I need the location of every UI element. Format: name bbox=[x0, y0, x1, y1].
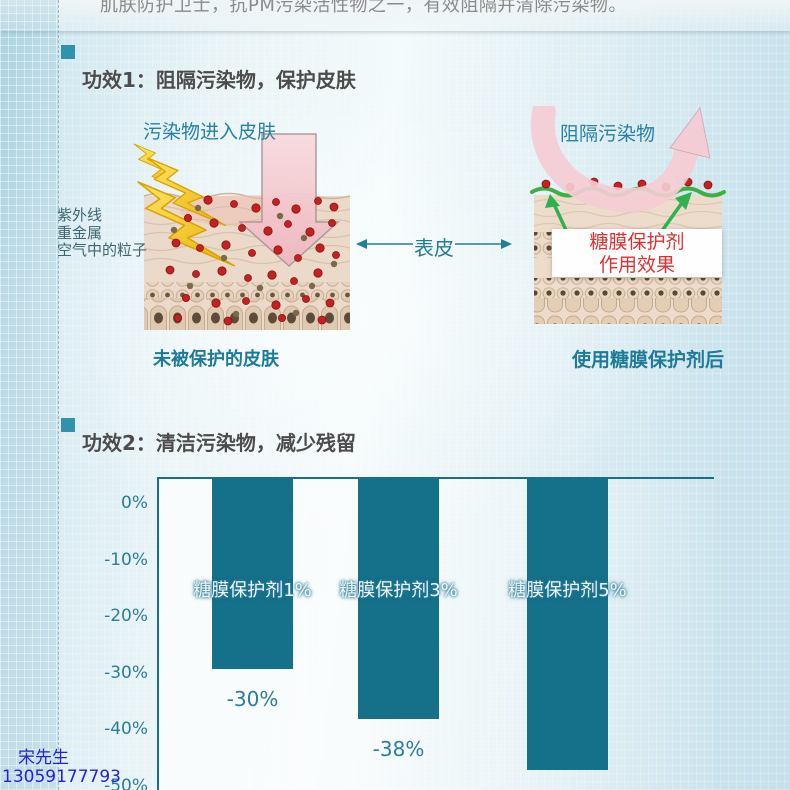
bar-value-label: -46% bbox=[508, 788, 628, 790]
effect-box-line1: 糖膜保护剂 bbox=[589, 231, 685, 253]
left-diagram-caption: 未被保护的皮肤 bbox=[153, 349, 279, 370]
right-diagram-title: 阻隔污染物 bbox=[560, 123, 656, 145]
chart-bar bbox=[358, 478, 439, 719]
section1-heading: 功效1：阻隔污染物，保护皮肤 bbox=[82, 68, 356, 92]
y-axis-tick: -50% bbox=[104, 775, 148, 790]
bar-value-label: -30% bbox=[226, 687, 279, 711]
chart-y-axis bbox=[157, 478, 159, 790]
bar-category-label: 糖膜保护剂3% bbox=[339, 580, 458, 601]
y-axis-tick: -40% bbox=[104, 719, 148, 739]
chart-bar bbox=[212, 478, 293, 669]
unprotected-skin-illustration bbox=[133, 133, 351, 330]
y-axis-tick: -30% bbox=[104, 662, 148, 683]
effect-callout-box: 糖膜保护剂 作用效果 bbox=[552, 229, 722, 277]
pollutant-dots bbox=[165, 195, 340, 326]
section2-heading: 功效2：清洁污染物，减少残留 bbox=[82, 431, 356, 455]
uv-lightning-icon bbox=[133, 143, 235, 267]
y-axis-tick: 0% bbox=[121, 493, 148, 513]
skin-cross-section bbox=[143, 192, 351, 330]
particle-dots bbox=[170, 204, 338, 318]
left-diagram-title: 污染物进入皮肤 bbox=[143, 121, 277, 143]
section1-bullet-square bbox=[61, 45, 75, 59]
left-margin-strip bbox=[0, 0, 59, 790]
y-axis-tick: -20% bbox=[104, 606, 148, 626]
contact-phone: 13059177793 bbox=[2, 767, 121, 787]
epidermis-label: 表皮 bbox=[414, 236, 454, 260]
section2-bullet-square bbox=[61, 418, 75, 432]
contact-name: 宋先生 bbox=[18, 748, 69, 768]
double-arrow-icon bbox=[356, 239, 512, 249]
previous-section-edge bbox=[0, 0, 790, 31]
right-diagram-caption: 使用糖膜保护剂后 bbox=[571, 349, 724, 371]
intro-text-clipped: 肌肤防护卫士，抗PM污染活性物之一，有效阻隔并清除污染物。 bbox=[100, 0, 627, 16]
pollution-source-labels: 紫外线 重金属 空气中的粒子 bbox=[57, 206, 148, 260]
bounce-arrow-icon bbox=[530, 106, 711, 213]
contact-info: 宋先生 13059177793 bbox=[2, 749, 121, 787]
effect-box-line2: 作用效果 bbox=[598, 254, 675, 276]
chart-bar bbox=[527, 478, 608, 770]
bar-value-label: -38% bbox=[372, 737, 425, 761]
epidermis-pointer: 表皮 bbox=[356, 233, 512, 260]
bar-category-label: 糖膜保护剂1% bbox=[193, 580, 312, 601]
label-air-particles: 空气中的粒子 bbox=[57, 241, 148, 259]
label-heavy-metal: 重金属 bbox=[57, 223, 103, 242]
bar-category-label: 糖膜保护剂5% bbox=[508, 580, 627, 601]
label-uv: 紫外线 bbox=[57, 206, 103, 224]
y-axis-tick: -10% bbox=[104, 549, 148, 570]
